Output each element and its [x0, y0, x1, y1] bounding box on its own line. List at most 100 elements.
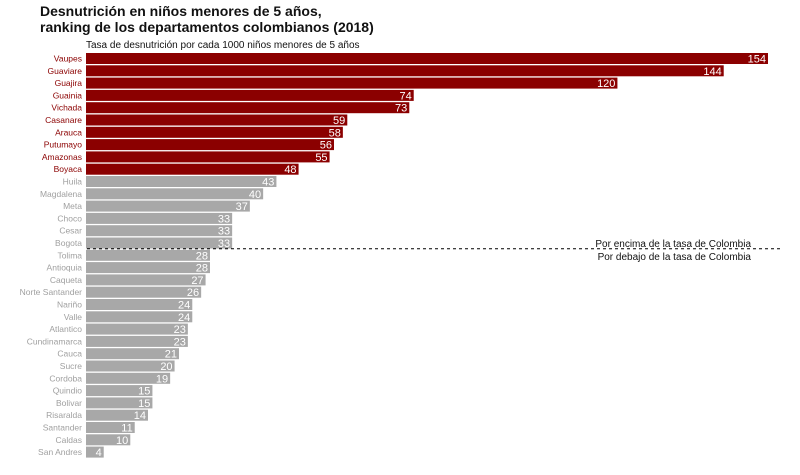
bar-bolivar	[86, 397, 153, 409]
bar-putumayo	[86, 139, 334, 151]
category-label: Guajira	[55, 78, 83, 88]
chart-title-line1: Desnutrición en niños menores de 5 años,	[40, 3, 322, 19]
bar-guainia	[86, 89, 414, 101]
value-label: 21	[165, 349, 177, 361]
bar-meta	[86, 200, 250, 212]
value-label: 33	[218, 213, 230, 225]
bar-vaupes	[86, 53, 768, 64]
value-label: 24	[178, 300, 190, 312]
bar-risaralda	[86, 409, 148, 421]
value-label: 28	[196, 250, 208, 262]
bar-boyaca	[86, 163, 299, 175]
bar-antioquia	[86, 262, 210, 274]
bar-guajira	[86, 77, 618, 89]
category-label: Choco	[57, 213, 82, 223]
bar-caqueta	[86, 274, 206, 286]
bar-valle	[86, 311, 193, 323]
bar-vichada	[86, 102, 410, 114]
reference-label-below: Por debajo de la tasa de Colombia	[598, 252, 752, 263]
category-label: Cesar	[59, 226, 82, 236]
value-label: 15	[138, 398, 150, 410]
bar-casanare	[86, 114, 348, 126]
bar-san-andres	[86, 446, 104, 458]
bar-choco	[86, 212, 233, 224]
value-label: 154	[748, 54, 766, 66]
category-label: Casanare	[45, 115, 82, 125]
value-label: 74	[399, 90, 411, 102]
category-label: Amazonas	[42, 152, 82, 162]
category-label: Vaupes	[54, 54, 82, 64]
value-label: 73	[395, 103, 407, 115]
bar-nariño	[86, 299, 193, 310]
value-label: 11	[121, 423, 132, 435]
category-label: Cundinamarca	[27, 336, 83, 346]
value-label: 19	[156, 373, 168, 385]
category-label: Tolima	[57, 250, 82, 260]
category-label: Putumayo	[44, 140, 83, 150]
bar-bogota	[86, 237, 233, 249]
chart-subtitle: Tasa de desnutrición por cada 1000 niños…	[86, 40, 360, 51]
category-label: Magdalena	[40, 189, 82, 199]
category-label: Cordoba	[49, 373, 82, 383]
value-label: 58	[329, 127, 341, 139]
category-label: Meta	[63, 201, 82, 211]
category-label: Huila	[63, 177, 83, 187]
category-label: Atlantico	[49, 324, 82, 334]
value-label: 28	[196, 263, 208, 275]
category-label: Boyaca	[54, 164, 83, 174]
category-label: Valle	[64, 312, 83, 322]
category-label: Vichada	[51, 103, 82, 113]
bar-caldas	[86, 434, 131, 446]
bar-santander	[86, 422, 135, 433]
bar-quindio	[86, 385, 153, 397]
bar-atlantico	[86, 323, 188, 335]
category-label: Arauca	[55, 127, 82, 137]
value-label: 14	[134, 410, 146, 422]
bar-guaviare	[86, 65, 724, 77]
category-label: Bolivar	[56, 398, 82, 408]
value-label: 26	[187, 287, 199, 299]
chart-title: Desnutrición en niños menores de 5 años,…	[40, 3, 374, 35]
value-label: 40	[249, 189, 261, 201]
value-label: 144	[703, 66, 721, 78]
value-label: 23	[174, 336, 186, 348]
category-label: Nariño	[57, 300, 82, 310]
value-label: 120	[597, 78, 615, 90]
category-label: Guainia	[53, 90, 83, 100]
category-label: Caqueta	[50, 275, 82, 285]
reference-label-above: Por encima de la tasa de Colombia	[595, 239, 751, 250]
category-label: Cauca	[57, 349, 82, 359]
value-label: 24	[178, 312, 190, 324]
value-label: 37	[236, 201, 248, 213]
value-label: 20	[160, 361, 172, 373]
value-label: 27	[191, 275, 203, 287]
bar-cordoba	[86, 372, 171, 384]
value-label: 59	[333, 115, 345, 127]
bar-cesar	[86, 225, 233, 237]
bar-amazonas	[86, 151, 330, 163]
bar-magdalena	[86, 188, 264, 200]
bar-huila	[86, 176, 277, 187]
value-label: 33	[218, 226, 230, 238]
category-label: Antioquia	[47, 263, 83, 273]
bar-sucre	[86, 360, 175, 372]
category-label: Bogota	[55, 238, 82, 248]
category-label: Risaralda	[46, 410, 82, 420]
category-label: Caldas	[56, 435, 82, 445]
category-label: San Andres	[38, 447, 82, 457]
category-label: Sucre	[60, 361, 82, 371]
category-label: Quindio	[53, 386, 83, 396]
bar-tolima	[86, 249, 210, 261]
value-label: 15	[138, 386, 150, 398]
category-label: Santander	[43, 423, 82, 433]
value-label: 33	[218, 238, 230, 250]
bar-cauca	[86, 348, 179, 360]
value-label: 23	[174, 324, 186, 336]
bar-cundinamarca	[86, 335, 188, 347]
chart-title-line2: ranking de los departamentos colombianos…	[40, 19, 374, 35]
category-label: Guaviare	[48, 66, 83, 76]
value-label: 10	[116, 435, 128, 447]
category-label: Norte Santander	[20, 287, 83, 297]
bar-norte-santander	[86, 286, 202, 298]
